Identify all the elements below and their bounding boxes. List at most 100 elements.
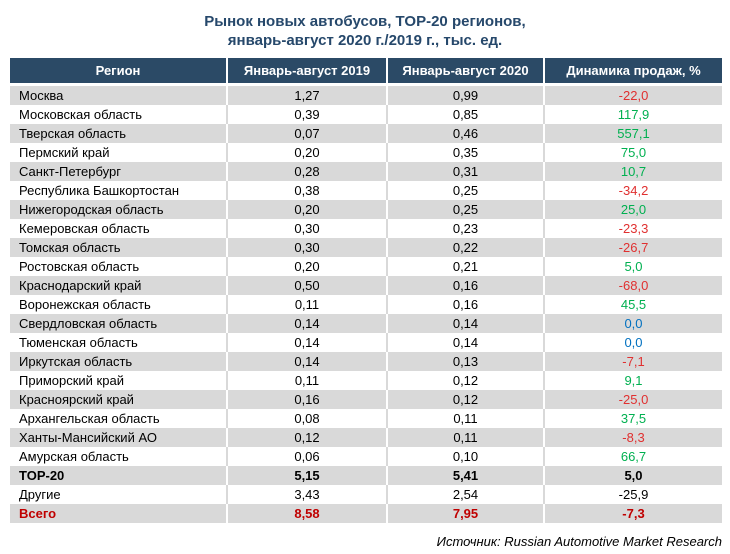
dynamics-cell: 557,1 bbox=[543, 124, 722, 143]
value-2019-cell: 0,38 bbox=[226, 181, 387, 200]
table-row: Архангельская область 0,08 0,11 37,5 bbox=[10, 409, 722, 428]
value-2019-cell: 0,14 bbox=[226, 333, 387, 352]
dynamics-cell: 37,5 bbox=[543, 409, 722, 428]
dynamics-cell: -26,7 bbox=[543, 238, 722, 257]
region-cell: Ростовская область bbox=[19, 259, 140, 274]
dynamics-cell: -8,3 bbox=[543, 428, 722, 447]
value-2020-cell: 0,16 bbox=[386, 295, 544, 314]
region-cell: Томская область bbox=[10, 238, 227, 257]
dynamics-cell: 66,7 bbox=[543, 447, 722, 466]
value-2019-cell: 0,20 bbox=[226, 257, 387, 276]
value-2020-cell: 0,46 bbox=[386, 124, 544, 143]
col-header-region: Регион bbox=[10, 58, 227, 86]
value-2020-cell: 5,41 bbox=[386, 466, 544, 485]
value-2020-cell: 0,16 bbox=[386, 276, 544, 295]
table-row: Тверская область 0,07 0,46 557,1 bbox=[10, 124, 722, 143]
value-2019-cell: 3,43 bbox=[226, 485, 387, 504]
table-row: Амурская область 0,06 0,10 66,7 bbox=[10, 447, 722, 466]
table-row: Ростовская область 0,20 0,21 5,0 bbox=[10, 257, 722, 276]
dynamics-cell: -22,0 bbox=[543, 84, 722, 105]
value-2019-cell: 0,30 bbox=[226, 219, 387, 238]
dynamics-cell: -34,2 bbox=[543, 181, 722, 200]
value-2020-cell: 0,11 bbox=[386, 428, 544, 447]
value-2019-cell: 0,28 bbox=[226, 162, 387, 181]
dynamics-cell: 0,0 bbox=[543, 314, 722, 333]
region-cell: Тверская область bbox=[10, 124, 227, 143]
title-line-2: январь-август 2020 г./2019 г., тыс. ед. bbox=[227, 32, 503, 49]
table-row: Ханты-Мансийский АО 0,12 0,11 -8,3 bbox=[10, 428, 722, 447]
value-2019-cell: 5,15 bbox=[226, 466, 387, 485]
dynamics-cell: -68,0 bbox=[543, 276, 722, 295]
dynamics-cell: 9,1 bbox=[543, 371, 722, 390]
page-title: Рынок новых автобусов, TOP-20 регионов, … bbox=[0, 0, 730, 50]
dynamics-cell: 5,0 bbox=[543, 257, 722, 276]
title-line-1: Рынок новых автобусов, TOP-20 регионов, bbox=[204, 13, 526, 30]
region-cell: Краснодарский край bbox=[10, 276, 227, 295]
table-row: Кемеровская область 0,30 0,23 -23,3 bbox=[10, 219, 722, 238]
value-2019-cell: 0,50 bbox=[226, 276, 387, 295]
region-cell: Всего bbox=[10, 504, 227, 523]
region-cell: Кемеровская область bbox=[19, 221, 150, 236]
value-2020-cell: 0,14 bbox=[386, 333, 544, 352]
dynamics-cell: 0,0 bbox=[543, 333, 722, 352]
value-2020-cell: 2,54 bbox=[386, 485, 544, 504]
value-2019-cell: 0,16 bbox=[226, 390, 387, 409]
region-cell: Москва bbox=[10, 84, 227, 105]
dynamics-cell: -7,1 bbox=[543, 352, 722, 371]
region-cell: Нижегородская область bbox=[10, 200, 227, 219]
value-2019-cell: 0,11 bbox=[226, 295, 387, 314]
table-row: Томская область 0,30 0,22 -26,7 bbox=[10, 238, 722, 257]
value-2020-cell: 0,12 bbox=[386, 371, 544, 390]
table-row: Санкт-Петербург 0,28 0,31 10,7 bbox=[10, 162, 722, 181]
value-2020-cell: 0,85 bbox=[386, 105, 544, 124]
value-2019-cell: 0,06 bbox=[226, 447, 387, 466]
value-2020-cell: 0,10 bbox=[386, 447, 544, 466]
table-row-others: Другие 3,43 2,54 -25,9 bbox=[10, 485, 722, 504]
dynamics-cell: 45,5 bbox=[543, 295, 722, 314]
dynamics-cell: 75,0 bbox=[543, 143, 722, 162]
value-2020-cell: 0,13 bbox=[386, 352, 544, 371]
dynamics-cell: -25,9 bbox=[543, 485, 722, 504]
region-cell: Приморский край bbox=[19, 373, 124, 388]
dynamics-cell: -23,3 bbox=[543, 219, 722, 238]
region-cell: Московская область bbox=[19, 107, 143, 122]
value-2019-cell: 0,39 bbox=[226, 105, 387, 124]
dynamics-cell: 117,9 bbox=[543, 105, 722, 124]
table-row: Тюменская область 0,14 0,14 0,0 bbox=[10, 333, 722, 352]
value-2019-cell: 0,14 bbox=[226, 352, 387, 371]
value-2020-cell: 0,35 bbox=[386, 143, 544, 162]
table-row: Иркутская область 0,14 0,13 -7,1 bbox=[10, 352, 722, 371]
value-2019-cell: 0,07 bbox=[226, 124, 387, 143]
region-cell: Тюменская область bbox=[19, 335, 138, 350]
region-cell: Амурская область bbox=[19, 449, 129, 464]
dynamics-cell: 10,7 bbox=[543, 162, 722, 181]
region-cell: Санкт-Петербург bbox=[10, 162, 227, 181]
table-row: Московская область 0,39 0,85 117,9 bbox=[10, 105, 722, 124]
value-2020-cell: 7,95 bbox=[386, 504, 544, 523]
table-row-top20-total: TOP-20 5,15 5,41 5,0 bbox=[10, 466, 722, 485]
value-2020-cell: 0,22 bbox=[386, 238, 544, 257]
region-cell: Иркутская область bbox=[10, 352, 227, 371]
value-2019-cell: 0,20 bbox=[226, 143, 387, 162]
table-row: Нижегородская область 0,20 0,25 25,0 bbox=[10, 200, 722, 219]
source-note: Источник: Russian Automotive Market Rese… bbox=[436, 534, 722, 549]
value-2019-cell: 1,27 bbox=[226, 84, 387, 105]
table-row: Свердловская область 0,14 0,14 0,0 bbox=[10, 314, 722, 333]
dynamics-cell: 25,0 bbox=[543, 200, 722, 219]
value-2020-cell: 0,21 bbox=[386, 257, 544, 276]
value-2020-cell: 0,23 bbox=[386, 219, 544, 238]
value-2020-cell: 0,25 bbox=[386, 200, 544, 219]
col-header-2019: Январь-август 2019 bbox=[226, 58, 387, 86]
region-cell: Ханты-Мансийский АО bbox=[10, 428, 227, 447]
table-row: Воронежская область 0,11 0,16 45,5 bbox=[10, 295, 722, 314]
table-row: Пермский край 0,20 0,35 75,0 bbox=[10, 143, 722, 162]
value-2019-cell: 0,08 bbox=[226, 409, 387, 428]
table-row-grand-total: Всего 8,58 7,95 -7,3 bbox=[10, 504, 722, 523]
col-header-2020: Январь-август 2020 bbox=[386, 58, 544, 86]
value-2019-cell: 0,20 bbox=[226, 200, 387, 219]
table-row: Красноярский край 0,16 0,12 -25,0 bbox=[10, 390, 722, 409]
dynamics-cell: 5,0 bbox=[543, 466, 722, 485]
regions-table: Регион Январь-август 2019 Январь-август … bbox=[10, 58, 722, 523]
region-cell: Воронежская область bbox=[19, 297, 151, 312]
